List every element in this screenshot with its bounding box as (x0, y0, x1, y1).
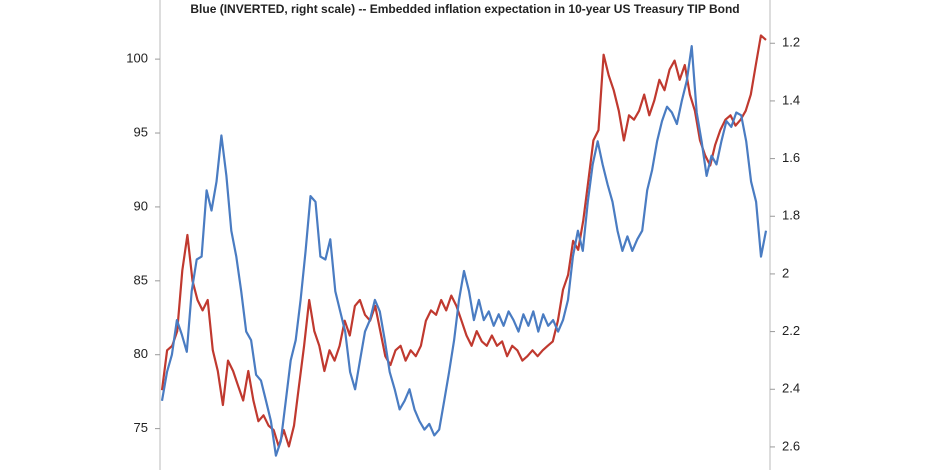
y2-tick-label: 2.6 (782, 438, 800, 453)
y-tick-label: 90 (134, 198, 148, 213)
y-tick-label: 95 (134, 124, 148, 139)
y2-tick-label: 1.2 (782, 35, 800, 50)
y2-tick-label: 1.4 (782, 92, 800, 107)
series-line (160, 34, 767, 448)
y-tick-label: 85 (134, 272, 148, 287)
y2-tick-label: 2.2 (782, 323, 800, 338)
chart-title: Blue (INVERTED, right scale) -- Embedded… (190, 2, 739, 16)
y-tick-label: 75 (134, 420, 148, 435)
y2-tick-label: 1.6 (782, 150, 800, 165)
y2-tick-label: 2 (782, 265, 789, 280)
y-tick-label: 80 (134, 346, 148, 361)
series-line (160, 45, 768, 457)
y-tick-label: 100 (126, 51, 148, 66)
y2-tick-label: 2.4 (782, 381, 800, 396)
y2-tick-label: 1.8 (782, 208, 800, 223)
